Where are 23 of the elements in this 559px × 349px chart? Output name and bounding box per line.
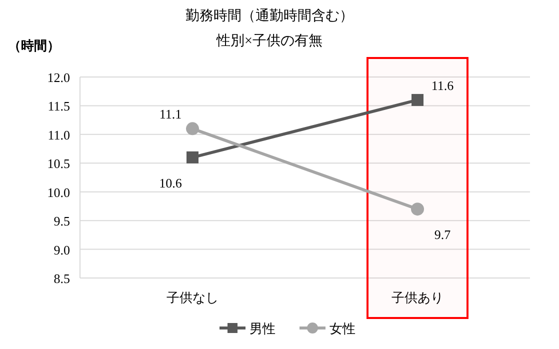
point — [186, 122, 199, 136]
y-axis-title: （時間） — [8, 38, 60, 53]
data-label: 11.1 — [159, 106, 182, 122]
chart-title: 勤務時間（通勤時間含む） — [186, 8, 354, 24]
chart-subtitle: 性別×子供の有無 — [216, 33, 322, 49]
y-tick-label: 10.5 — [47, 156, 70, 172]
point — [186, 151, 198, 164]
legend-label: 男性 — [250, 321, 276, 336]
data-label: 10.6 — [159, 175, 182, 190]
y-tick-label: 10.0 — [47, 184, 70, 200]
data-label: 9.7 — [434, 227, 452, 242]
y-tick-label: 9.5 — [54, 214, 70, 229]
point — [412, 94, 424, 106]
y-tick-label: 8.5 — [54, 271, 70, 286]
data-label: 11.6 — [431, 78, 454, 93]
point — [411, 202, 424, 216]
x-tick-label: 子供あり — [392, 290, 444, 305]
y-tick-label: 11.5 — [48, 98, 70, 114]
y-tick-label: 11.0 — [48, 127, 70, 142]
y-tick-label: 12.0 — [47, 70, 70, 85]
legend-label: 女性 — [330, 321, 356, 336]
x-tick-label: 子供なし — [166, 290, 218, 305]
y-tick-label: 9.0 — [54, 242, 70, 258]
